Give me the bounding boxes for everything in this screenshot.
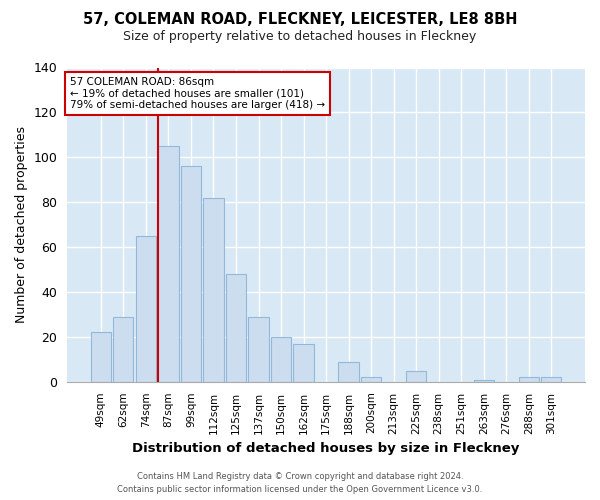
Text: Contains HM Land Registry data © Crown copyright and database right 2024.
Contai: Contains HM Land Registry data © Crown c…	[118, 472, 482, 494]
Y-axis label: Number of detached properties: Number of detached properties	[15, 126, 28, 323]
Bar	[271, 337, 291, 382]
Bar	[158, 146, 179, 382]
Bar	[338, 362, 359, 382]
Text: 57 COLEMAN ROAD: 86sqm
← 19% of detached houses are smaller (101)
79% of semi-de: 57 COLEMAN ROAD: 86sqm ← 19% of detached…	[70, 77, 325, 110]
Text: Size of property relative to detached houses in Fleckney: Size of property relative to detached ho…	[124, 30, 476, 43]
Bar	[473, 380, 494, 382]
Bar	[91, 332, 111, 382]
Bar	[226, 274, 246, 382]
Bar	[406, 370, 427, 382]
Bar	[203, 198, 224, 382]
Bar	[293, 344, 314, 382]
X-axis label: Distribution of detached houses by size in Fleckney: Distribution of detached houses by size …	[133, 442, 520, 455]
Text: 57, COLEMAN ROAD, FLECKNEY, LEICESTER, LE8 8BH: 57, COLEMAN ROAD, FLECKNEY, LEICESTER, L…	[83, 12, 517, 28]
Bar	[113, 316, 133, 382]
Bar	[136, 236, 156, 382]
Bar	[518, 378, 539, 382]
Bar	[361, 378, 381, 382]
Bar	[248, 316, 269, 382]
Bar	[181, 166, 201, 382]
Bar	[541, 378, 562, 382]
